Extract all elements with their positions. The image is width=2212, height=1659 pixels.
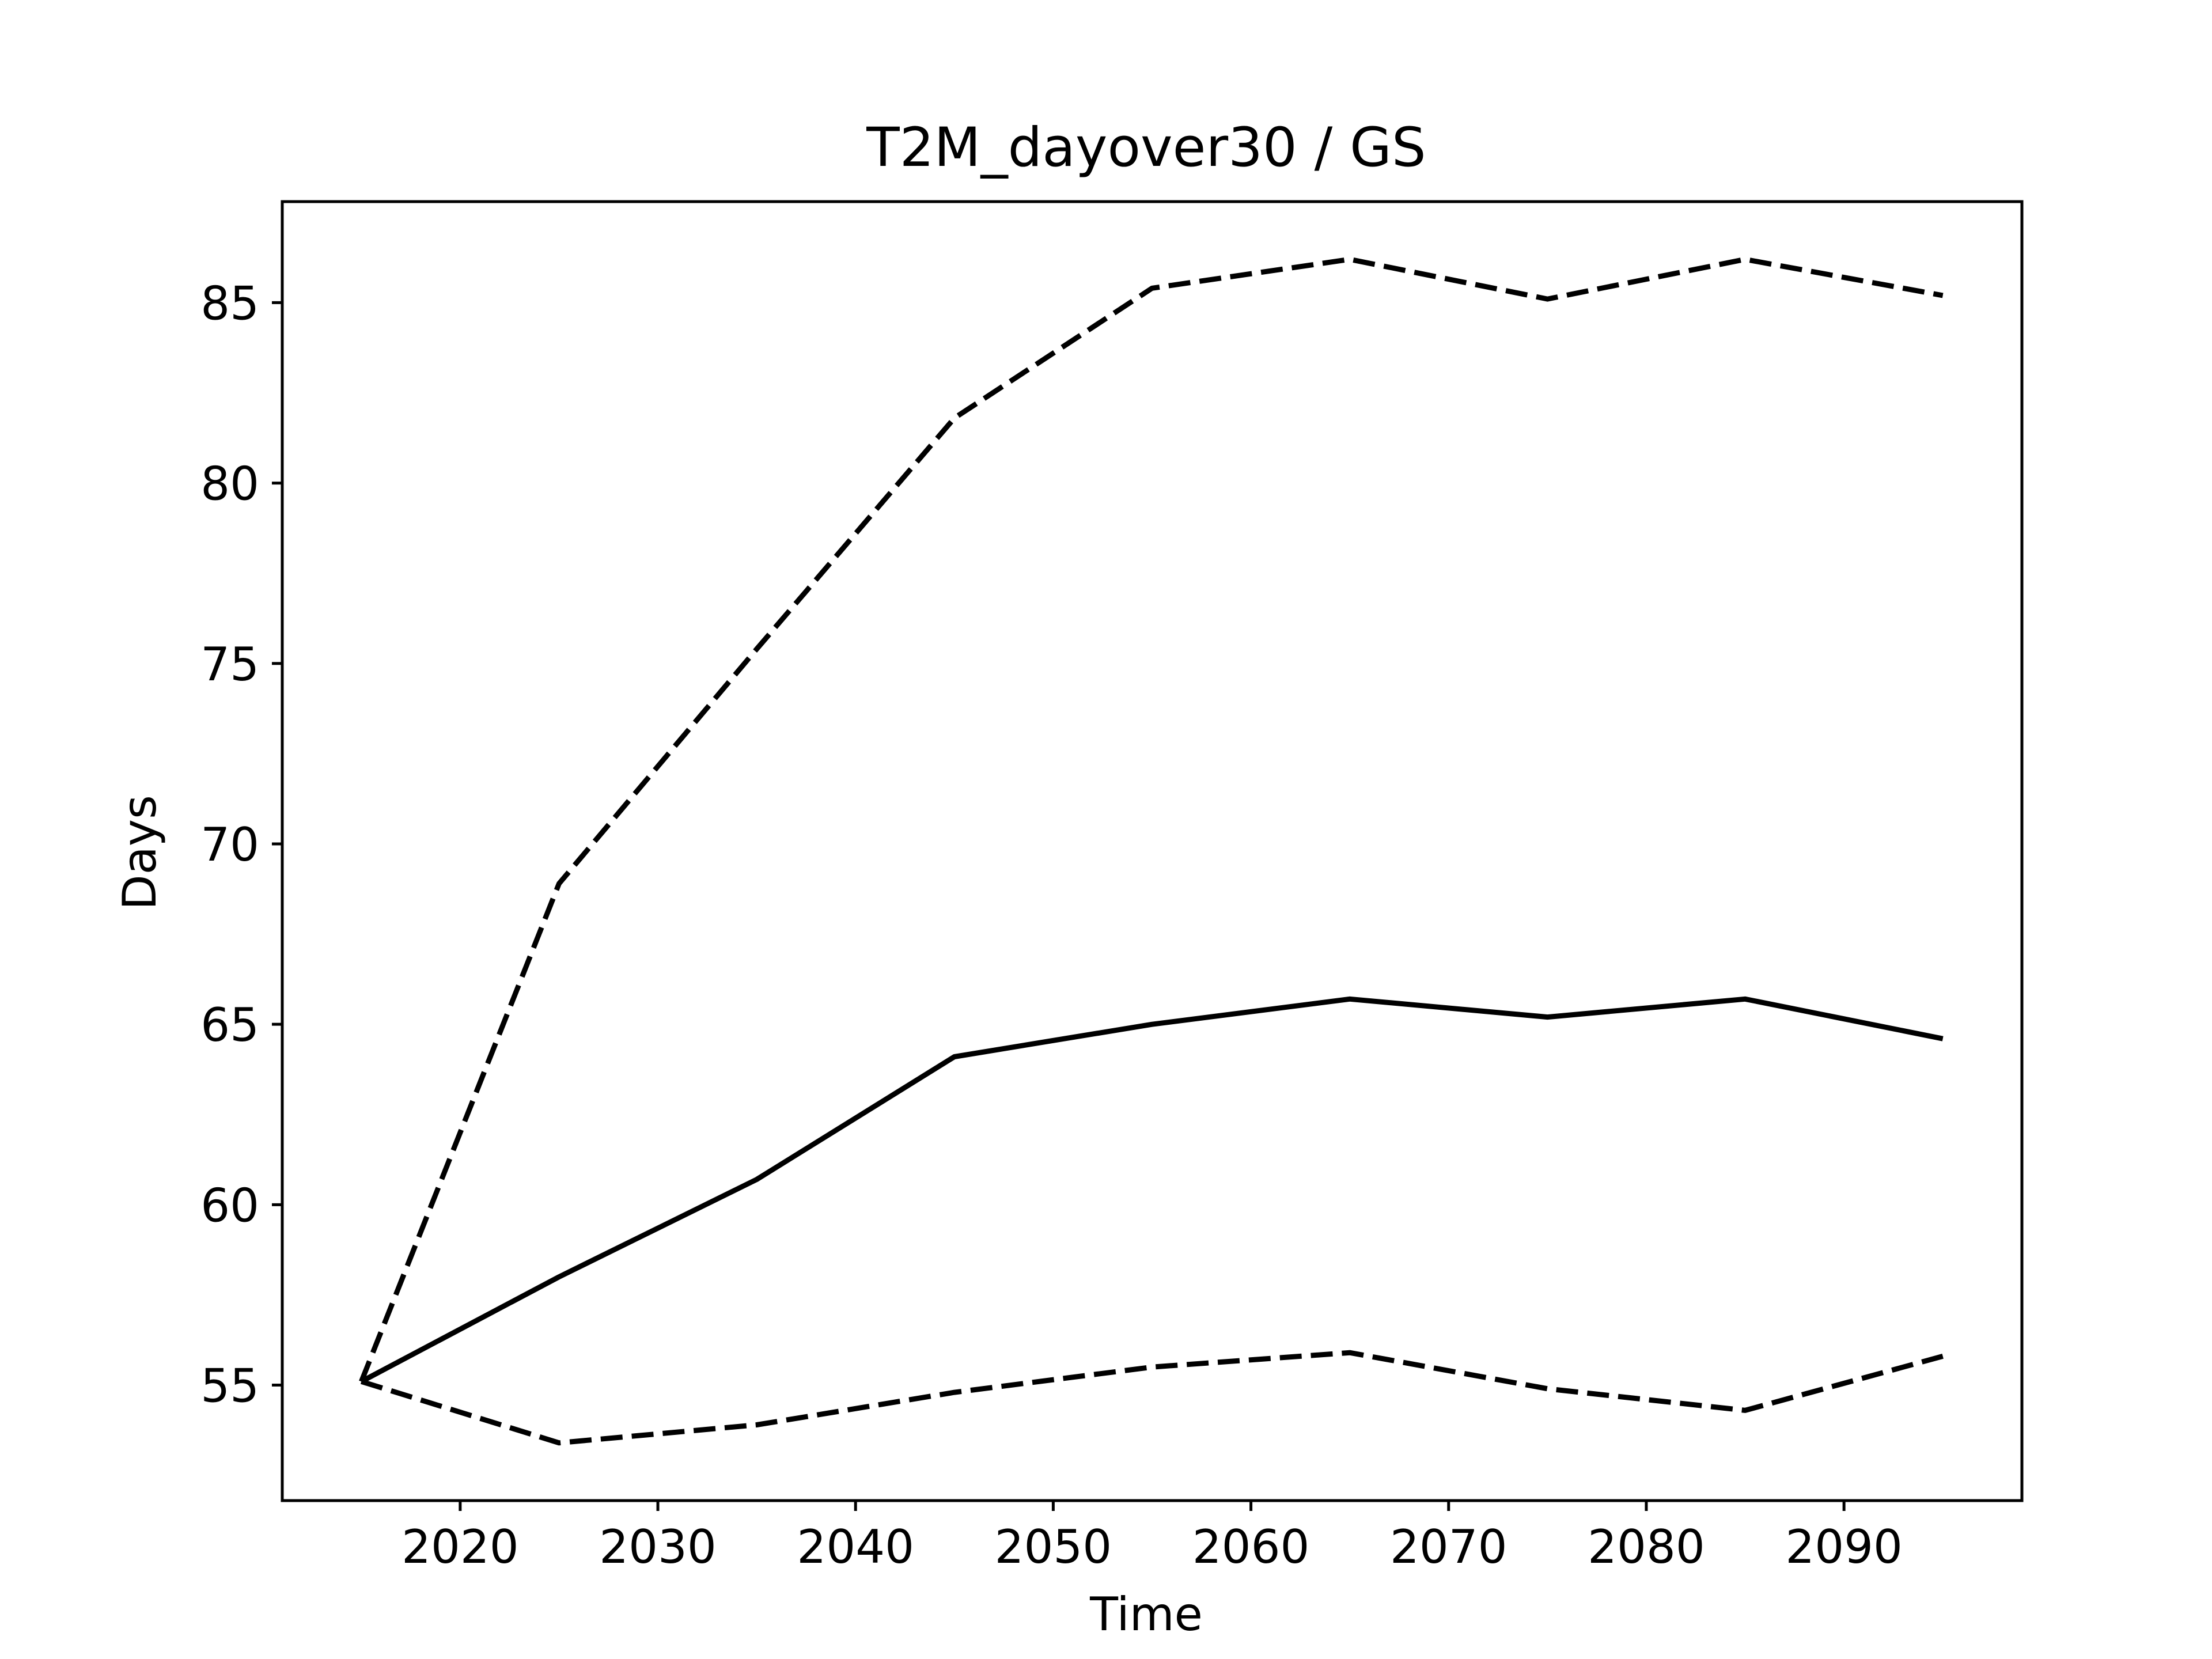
x-axis: 2020 2030 2040 2050 2060 2070 2080 2090 <box>402 1501 1903 1574</box>
chart-title: T2M_dayover30 / GS <box>866 116 1426 179</box>
y-tick-label: 60 <box>200 1179 259 1232</box>
y-axis: 55 60 65 70 75 80 85 <box>200 276 282 1413</box>
series-line-2-solid <box>360 996 1944 1384</box>
x-tick-label: 2020 <box>402 1520 519 1574</box>
y-tick-label: 75 <box>200 638 259 691</box>
y-tick-label: 85 <box>200 276 259 330</box>
series-line-1-dashed <box>359 256 1944 1382</box>
x-axis-label: Time <box>1089 1588 1203 1641</box>
series-layer <box>359 256 1944 1446</box>
plot-frame <box>281 200 2024 1502</box>
x-tick-label: 2090 <box>1785 1520 1903 1574</box>
x-tick-label: 2050 <box>995 1520 1112 1574</box>
y-tick-label: 70 <box>200 818 259 872</box>
x-tick-label: 2030 <box>599 1520 717 1574</box>
x-tick-label: 2070 <box>1390 1520 1508 1574</box>
y-tick-label: 80 <box>200 457 259 511</box>
x-tick-label: 2040 <box>797 1520 914 1574</box>
y-tick-label: 65 <box>200 998 259 1052</box>
x-tick-label: 2080 <box>1588 1520 1705 1574</box>
y-tick-label: 55 <box>200 1359 259 1413</box>
x-tick-label: 2060 <box>1192 1520 1310 1574</box>
y-axis-label: Days <box>113 795 166 910</box>
